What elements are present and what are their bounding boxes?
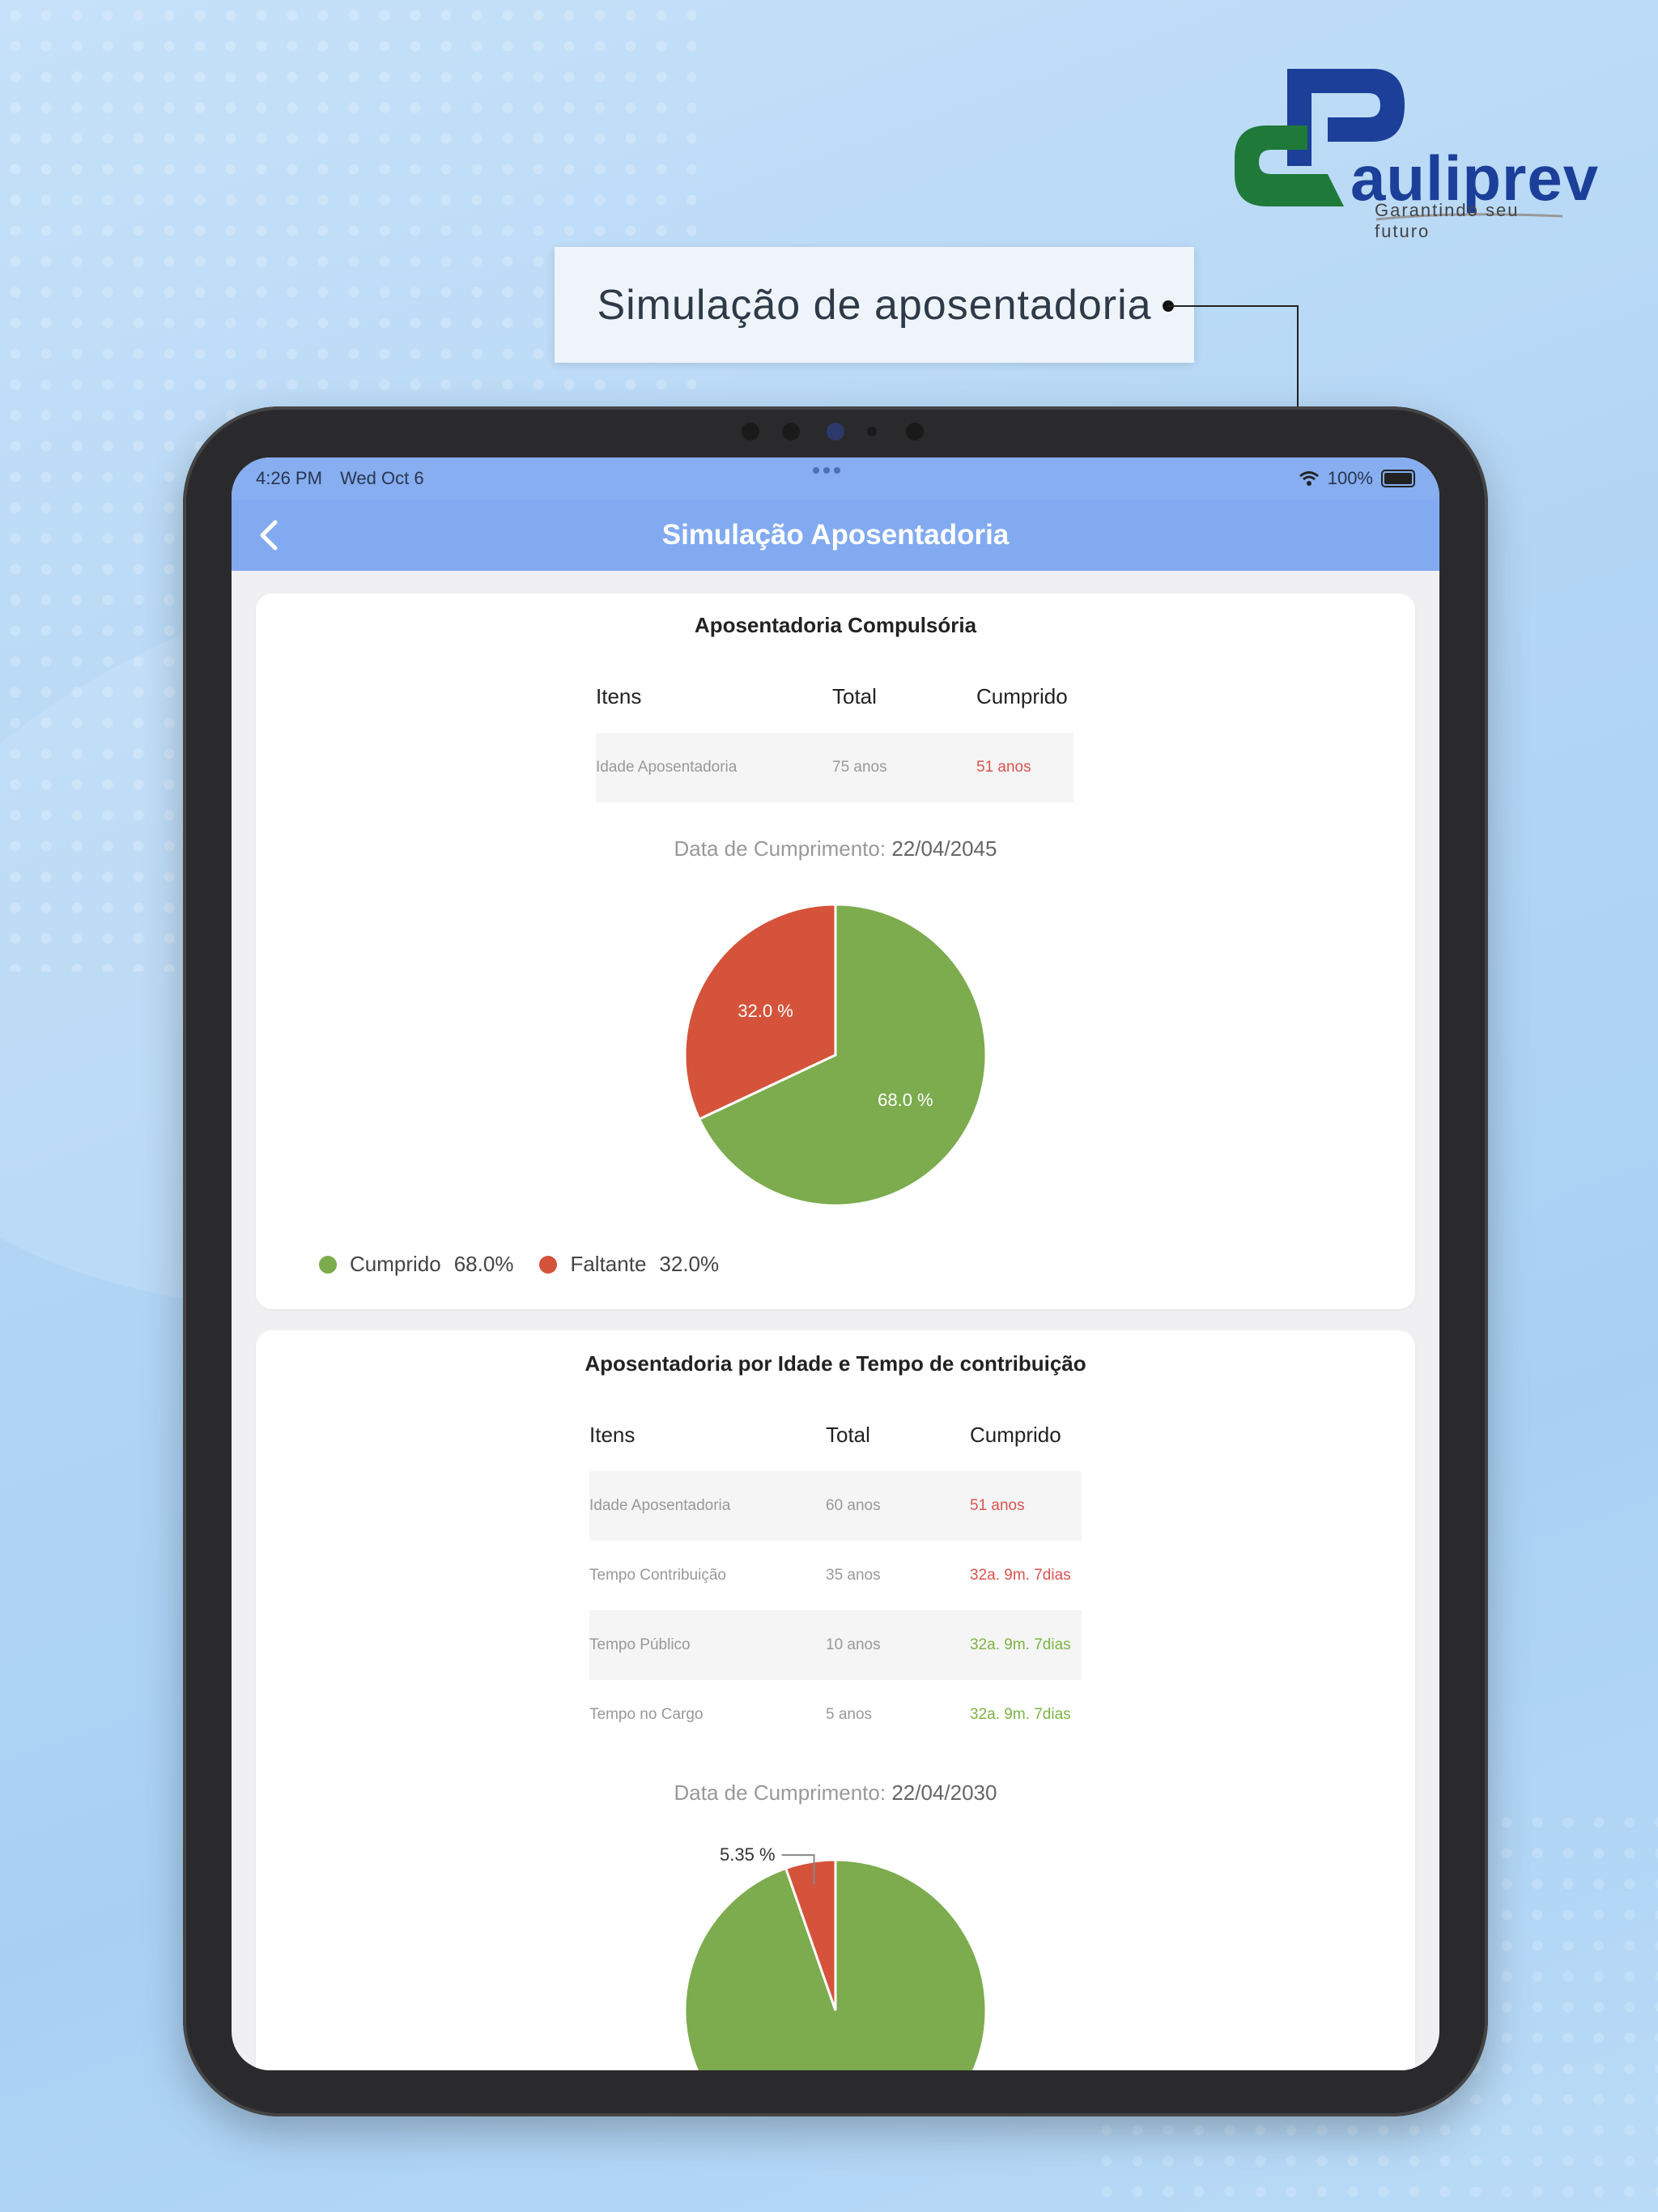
table-row: Tempo Contribuição 35 anos 32a. 9m. 7dia… — [589, 1541, 1082, 1610]
pie-slice-cumprido — [697, 903, 988, 1207]
status-bar: 4:26 PM Wed Oct 6 100% — [232, 457, 1439, 500]
chart-legend: Cumprido 68.0% Faltante 32.0% — [319, 1252, 735, 1277]
completion-date: Data de Cumprimento: 22/04/2030 — [256, 1780, 1415, 1806]
progress-pie-chart: 5.35 % — [683, 1844, 988, 2070]
row-done: 32a. 9m. 7dias — [970, 1636, 1071, 1653]
column-header: Cumprido — [970, 1422, 1061, 1447]
requirements-table: Itens Total Cumprido Idade Aposentadoria… — [589, 1398, 1082, 1750]
row-total: 5 anos — [826, 1706, 873, 1723]
sensor-dot — [906, 423, 924, 440]
age-contribution-retirement-card: Aposentadoria por Idade e Tempo de contr… — [256, 1330, 1415, 2070]
completion-date-value: 22/04/2045 — [891, 836, 997, 861]
row-total: 10 anos — [826, 1636, 881, 1653]
table-header: Itens Total Cumprido — [589, 1398, 1082, 1471]
row-item: Tempo Contribuição — [589, 1567, 726, 1584]
app-screen: 4:26 PM Wed Oct 6 100% — [232, 457, 1439, 2070]
wifi-icon — [1299, 471, 1319, 486]
completion-date-label: Data de Cumprimento: — [674, 1780, 886, 1805]
row-done: 32a. 9m. 7dias — [970, 1706, 1071, 1723]
callout-text: Simulação de aposentadoria — [597, 281, 1152, 329]
completion-date: Data de Cumprimento: 22/04/2045 — [256, 836, 1415, 861]
table-row: Idade Aposentadoria 60 anos 51 anos — [589, 1471, 1082, 1541]
sensor-dot — [742, 423, 759, 440]
row-done: 32a. 9m. 7dias — [970, 1567, 1071, 1584]
sensor-dot — [867, 427, 877, 436]
camera-icon — [827, 423, 844, 440]
pie-data-label: 68.0 % — [878, 1090, 933, 1110]
battery-percent: 100% — [1327, 468, 1373, 488]
feature-callout: Simulação de aposentadoria — [555, 247, 1194, 363]
card-title: Aposentadoria Compulsória — [694, 613, 977, 637]
tablet-frame: 4:26 PM Wed Oct 6 100% — [183, 406, 1488, 2116]
callout-line — [1297, 305, 1299, 407]
table-row: Idade Aposentadoria 75 anos 51 anos — [596, 733, 1073, 802]
column-header: Total — [832, 683, 877, 708]
table-row: Tempo no Cargo 5 anos 32a. 9m. 7dias — [589, 1680, 1082, 1750]
row-total: 75 anos — [832, 759, 887, 776]
scroll-content[interactable]: Aposentadoria Compulsória Itens Total Cu… — [256, 593, 1415, 2070]
compulsory-retirement-card: Aposentadoria Compulsória Itens Total Cu… — [256, 593, 1415, 1309]
completion-date-label: Data de Cumprimento: — [674, 836, 886, 861]
logo-tagline: Garantindo seu futuro — [1375, 200, 1520, 241]
requirements-table: Itens Total Cumprido Idade Aposentadoria… — [596, 660, 1073, 802]
back-button[interactable] — [254, 517, 287, 553]
pie-slice-faltante — [683, 903, 837, 1121]
legend-value: 68.0% — [453, 1252, 514, 1276]
row-done: 51 anos — [970, 1497, 1025, 1514]
legend-label: Cumprido — [350, 1252, 441, 1276]
logo-text: auliprev — [1350, 143, 1600, 214]
card-title: Aposentadoria por Idade e Tempo de contr… — [585, 1351, 1086, 1376]
status-time: 4:26 PM — [256, 468, 322, 488]
progress-pie-chart: 68.0 % 32.0 % — [683, 903, 988, 1207]
column-header: Itens — [589, 1422, 636, 1447]
table-header: Itens Total Cumprido — [596, 660, 1073, 733]
pie-data-label: 5.35 % — [720, 1844, 776, 1865]
table-row: Tempo Público 10 anos 32a. 9m. 7dias — [589, 1610, 1082, 1680]
callout-line — [1167, 305, 1299, 307]
legend-item-faltante: Faltante 32.0% — [539, 1252, 719, 1277]
multitask-dots-icon[interactable] — [813, 467, 840, 474]
legend-swatch — [319, 1255, 337, 1274]
battery-icon — [1381, 470, 1415, 487]
row-done: 51 anos — [976, 759, 1031, 776]
navigation-bar: Simulação Aposentadoria — [232, 500, 1439, 571]
sensor-dot — [782, 423, 800, 440]
legend-item-cumprido: Cumprido 68.0% — [319, 1252, 513, 1277]
column-header: Cumprido — [976, 683, 1068, 708]
status-date: Wed Oct 6 — [340, 468, 424, 488]
pie-data-label: 32.0 % — [738, 1001, 793, 1021]
row-total: 35 anos — [826, 1567, 881, 1584]
row-item: Tempo Público — [589, 1636, 691, 1653]
row-item: Idade Aposentadoria — [589, 1497, 731, 1514]
pauliprev-logo: auliprev Garantindo seu futuro — [1231, 61, 1598, 241]
row-item: Idade Aposentadoria — [596, 759, 738, 776]
column-header: Total — [826, 1422, 870, 1447]
row-item: Tempo no Cargo — [589, 1706, 704, 1723]
legend-swatch — [539, 1255, 558, 1274]
page-title: Simulação Aposentadoria — [661, 519, 1010, 551]
logo-mark-icon — [1235, 69, 1563, 221]
pie-slice-faltante — [784, 1858, 837, 2011]
column-header: Itens — [596, 683, 642, 708]
legend-value: 32.0% — [659, 1252, 720, 1276]
row-total: 60 anos — [826, 1497, 881, 1514]
completion-date-value: 22/04/2030 — [891, 1780, 997, 1805]
legend-label: Faltante — [570, 1252, 647, 1276]
pie-label-leader — [781, 1854, 815, 1885]
